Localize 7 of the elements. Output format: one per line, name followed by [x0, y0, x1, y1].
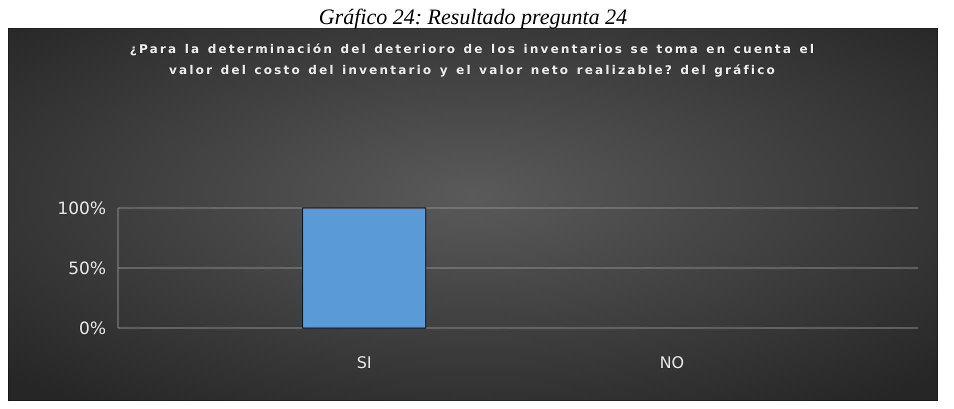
x-tick-label: SI	[356, 353, 372, 372]
text: Gráfico 24: Resultado pregunta 24	[318, 4, 628, 29]
y-tick-label: 50%	[68, 258, 106, 279]
x-tick-label: NO	[660, 353, 684, 372]
chart-title: ¿Para la determinación del deterioro de los inventarios se toma en cuenta el valor del costo del inventario y el valor neto realizable? del gráfico	[130, 42, 816, 77]
y-tick-label: 100%	[57, 198, 106, 219]
y-tick-label: 0%	[79, 318, 106, 339]
